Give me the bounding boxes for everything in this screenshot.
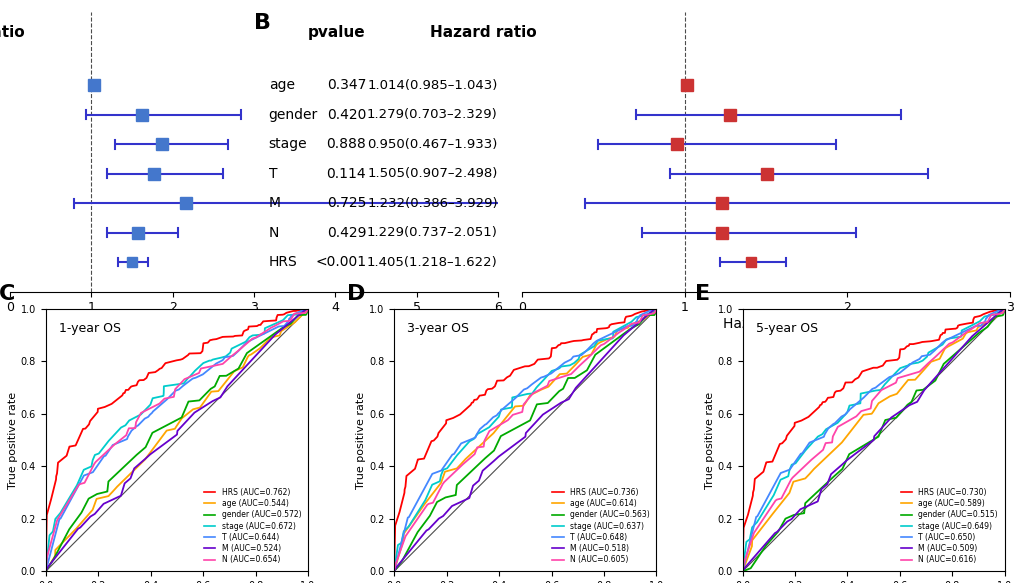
Text: B: B [254,13,271,33]
Text: <0.001: <0.001 [315,255,366,269]
Text: 1.279(0.703–2.329): 1.279(0.703–2.329) [367,108,497,121]
Text: 3-year OS: 3-year OS [407,322,469,335]
X-axis label: Hazard ratio: Hazard ratio [722,317,808,331]
Text: 1.229(0.737–2.051): 1.229(0.737–2.051) [367,226,497,239]
Legend: HRS (AUC=0.762), age (AUC=0.544), gender (AUC=0.572), stage (AUC=0.672), T (AUC=: HRS (AUC=0.762), age (AUC=0.544), gender… [201,484,304,567]
Text: 0.347: 0.347 [326,78,366,92]
Text: 0.420: 0.420 [326,108,366,122]
Text: N: N [268,226,279,240]
Y-axis label: True positive rate: True positive rate [356,392,366,489]
Text: Hazard ratio: Hazard ratio [0,25,24,40]
Text: age: age [268,78,294,92]
Text: 0.725: 0.725 [326,196,366,210]
X-axis label: Hazard ratio: Hazard ratio [211,317,297,331]
Text: D: D [346,284,365,304]
Text: 0.950(0.467–1.933): 0.950(0.467–1.933) [367,138,497,151]
Text: E: E [695,284,710,304]
Text: Hazard ratio: Hazard ratio [429,25,536,40]
Text: 0.429: 0.429 [326,226,366,240]
Text: C: C [0,284,15,304]
Text: 1-year OS: 1-year OS [59,322,120,335]
Y-axis label: True positive rate: True positive rate [8,392,17,489]
Text: M: M [268,196,280,210]
Text: 0.888: 0.888 [326,137,366,151]
Text: pvalue: pvalue [308,25,366,40]
Legend: HRS (AUC=0.730), age (AUC=0.589), gender (AUC=0.515), stage (AUC=0.649), T (AUC=: HRS (AUC=0.730), age (AUC=0.589), gender… [897,484,1000,567]
Text: stage: stage [268,137,307,151]
Text: HRS: HRS [268,255,298,269]
Legend: HRS (AUC=0.736), age (AUC=0.614), gender (AUC=0.563), stage (AUC=0.637), T (AUC=: HRS (AUC=0.736), age (AUC=0.614), gender… [548,484,652,567]
Text: gender: gender [268,108,318,122]
Text: 1.014(0.985–1.043): 1.014(0.985–1.043) [367,79,497,92]
Text: T: T [268,167,277,181]
Text: 1.405(1.218–1.622): 1.405(1.218–1.622) [367,255,497,269]
Text: 1.232(0.386–3.929): 1.232(0.386–3.929) [367,196,497,210]
Text: 0.114: 0.114 [326,167,366,181]
Text: 5-year OS: 5-year OS [755,322,817,335]
Y-axis label: True positive rate: True positive rate [704,392,714,489]
Text: 1.505(0.907–2.498): 1.505(0.907–2.498) [367,167,497,180]
